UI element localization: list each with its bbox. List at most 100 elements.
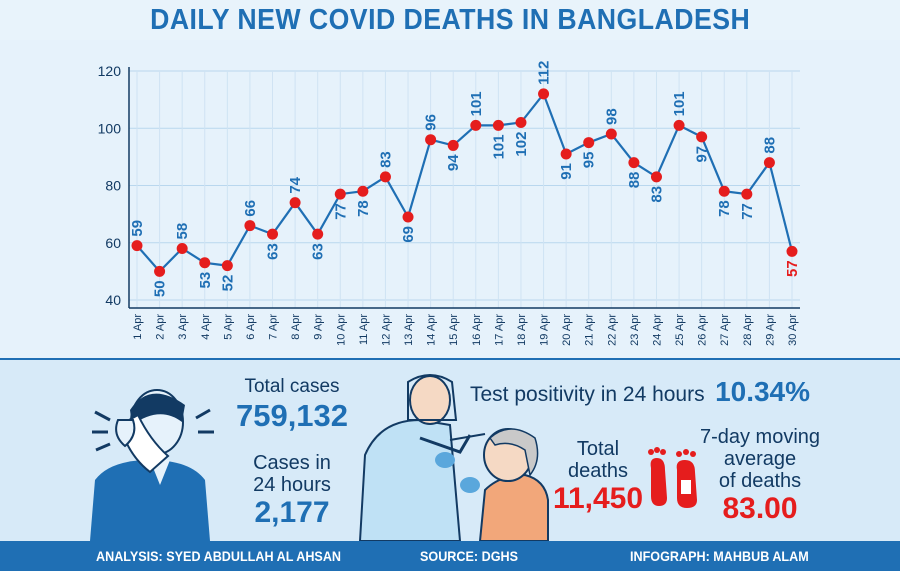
footer-bar: ANALYSIS: SYED ABDULLAH AL AHSAN SOURCE:… [0, 541, 900, 571]
y-tick-label: 60 [105, 235, 121, 251]
x-tick-label: 29 Apr [764, 314, 776, 346]
data-label: 112 [536, 61, 553, 85]
positivity-block: Test positivity in 24 hours 10.34% [470, 376, 810, 408]
x-tick-label: 26 Apr [697, 314, 709, 346]
total-deaths-label-1: Total [576, 438, 620, 460]
data-label: 63 [265, 243, 282, 260]
data-label: 66 [242, 200, 259, 217]
x-tick-label: 17 Apr [493, 314, 505, 346]
data-point [244, 220, 256, 232]
data-label: 53 [197, 272, 214, 289]
moving-average-label-3: of deaths [718, 470, 802, 492]
x-tick-label: 15 Apr [448, 314, 460, 346]
series-line [136, 91, 794, 273]
testing-illustration [358, 374, 549, 541]
x-tick-label: 1 Apr [132, 314, 144, 340]
data-point [628, 157, 640, 169]
data-point [154, 265, 166, 277]
total-deaths-label-2: deaths [567, 460, 629, 482]
x-tick-label: 12 Apr [380, 314, 392, 346]
data-label: 83 [377, 151, 394, 168]
data-label: 88 [626, 172, 643, 189]
chart-panel: 40 60 80 100 120 1 Apr 2 Apr 3 Apr 4 Apr 5 Apr 6 A… [0, 40, 900, 358]
total-deaths-value: 11,450 [552, 482, 644, 515]
data-label: 88 [761, 137, 778, 154]
data-label: 78 [355, 200, 372, 217]
data-label: 78 [716, 200, 733, 217]
x-tick-label: 20 Apr [561, 314, 573, 346]
x-tick-label: 27 Apr [719, 314, 731, 346]
positivity-label: Test positivity in 24 hours [470, 383, 705, 406]
data-point [334, 188, 346, 200]
data-point [741, 188, 753, 200]
data-point [763, 157, 775, 169]
cases-24h-label-1: Cases in [253, 452, 331, 474]
data-point [131, 240, 143, 252]
data-label: 83 [648, 186, 665, 203]
y-tick-label: 100 [98, 120, 122, 136]
x-tick-label: 30 Apr [787, 314, 799, 346]
data-label: 98 [603, 108, 620, 125]
data-point [425, 134, 437, 146]
data-label: 58 [174, 223, 191, 240]
data-label: 52 [219, 275, 236, 292]
data-point [673, 119, 685, 131]
data-point [312, 228, 324, 240]
x-tick-label: 23 Apr [629, 314, 641, 346]
data-label: 101 [671, 91, 688, 116]
moving-average-label-2: average [723, 448, 797, 470]
data-point [492, 119, 504, 131]
title-bar: DAILY NEW COVID DEATHS IN BANGLADESH [0, 0, 900, 40]
data-point [402, 211, 414, 223]
cases-24h-label-2: 24 hours [253, 474, 331, 496]
x-tick-label: 9 Apr [313, 314, 325, 340]
data-point [176, 242, 188, 254]
total-deaths-block: Total deaths 11,450 [548, 438, 648, 516]
x-tick-label: 8 Apr [290, 314, 302, 340]
x-tick-label: 6 Apr [245, 314, 257, 340]
data-point [221, 260, 233, 272]
data-label: 59 [129, 220, 146, 237]
data-point [199, 257, 211, 269]
data-point [560, 148, 572, 160]
total-cases-value: 759,132 [235, 398, 349, 433]
x-tick-label: 21 Apr [584, 314, 596, 346]
divider [0, 358, 900, 360]
data-point [538, 88, 550, 100]
x-tick-label: 5 Apr [222, 314, 234, 340]
data-label: 63 [310, 243, 327, 260]
moving-average-block: 7-day moving average of deaths 83.00 [690, 426, 830, 526]
y-tick-label: 40 [105, 292, 121, 308]
x-tick-label: 11 Apr [358, 314, 370, 345]
data-point [289, 197, 301, 209]
data-point [650, 171, 662, 183]
total-cases-block: Total cases 759,132 [232, 376, 352, 434]
x-tick-label: 25 Apr [674, 314, 686, 346]
positivity-value: 10.34% [715, 376, 811, 407]
x-tick-label: 14 Apr [426, 314, 438, 346]
y-tick-label: 80 [105, 178, 121, 194]
data-label: 97 [694, 146, 711, 163]
data-label: 77 [739, 203, 756, 220]
data-point [786, 245, 798, 257]
x-tick-label: 4 Apr [200, 314, 212, 340]
data-point [605, 128, 617, 140]
footer-source: SOURCE: DGHS [420, 548, 519, 564]
data-point [470, 119, 482, 131]
data-label: 74 [287, 176, 304, 193]
data-point [583, 137, 595, 149]
cases-24h-block: Cases in 24 hours 2,177 [232, 452, 352, 530]
x-tick-label: 22 Apr [606, 314, 618, 346]
data-point [447, 139, 459, 151]
footer-analysis: ANALYSIS: SYED ABDULLAH AL AHSAN [96, 548, 342, 564]
footer-infograph: INFOGRAPH: MAHBUB ALAM [630, 548, 809, 564]
data-label: 101 [490, 134, 507, 159]
data-label: 50 [152, 280, 169, 297]
cases-24h-value: 2,177 [254, 496, 330, 529]
total-cases-label: Total cases [244, 376, 340, 397]
data-label: 95 [581, 152, 598, 169]
x-tick-label: 19 Apr [539, 314, 551, 346]
data-label: 91 [558, 163, 575, 180]
x-tick-label: 13 Apr [403, 314, 415, 346]
data-label: 94 [445, 154, 462, 171]
